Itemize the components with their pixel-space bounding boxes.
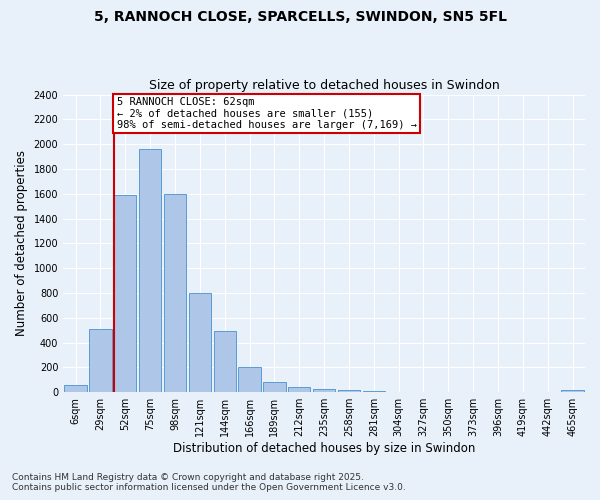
X-axis label: Distribution of detached houses by size in Swindon: Distribution of detached houses by size … bbox=[173, 442, 475, 455]
Bar bbox=[562, 390, 584, 392]
Bar bbox=[164, 194, 186, 392]
Bar bbox=[263, 382, 286, 392]
Bar bbox=[214, 332, 236, 392]
Text: Contains HM Land Registry data © Crown copyright and database right 2025.
Contai: Contains HM Land Registry data © Crown c… bbox=[12, 473, 406, 492]
Bar bbox=[238, 368, 261, 392]
Bar bbox=[362, 391, 385, 392]
Title: Size of property relative to detached houses in Swindon: Size of property relative to detached ho… bbox=[149, 79, 499, 92]
Bar bbox=[139, 149, 161, 392]
Text: 5, RANNOCH CLOSE, SPARCELLS, SWINDON, SN5 5FL: 5, RANNOCH CLOSE, SPARCELLS, SWINDON, SN… bbox=[94, 10, 506, 24]
Bar bbox=[114, 195, 136, 392]
Text: 5 RANNOCH CLOSE: 62sqm
← 2% of detached houses are smaller (155)
98% of semi-det: 5 RANNOCH CLOSE: 62sqm ← 2% of detached … bbox=[116, 97, 416, 130]
Bar bbox=[338, 390, 360, 392]
Bar bbox=[89, 329, 112, 392]
Bar bbox=[288, 387, 310, 392]
Bar bbox=[64, 386, 87, 392]
Bar bbox=[188, 293, 211, 392]
Y-axis label: Number of detached properties: Number of detached properties bbox=[15, 150, 28, 336]
Bar bbox=[313, 389, 335, 392]
